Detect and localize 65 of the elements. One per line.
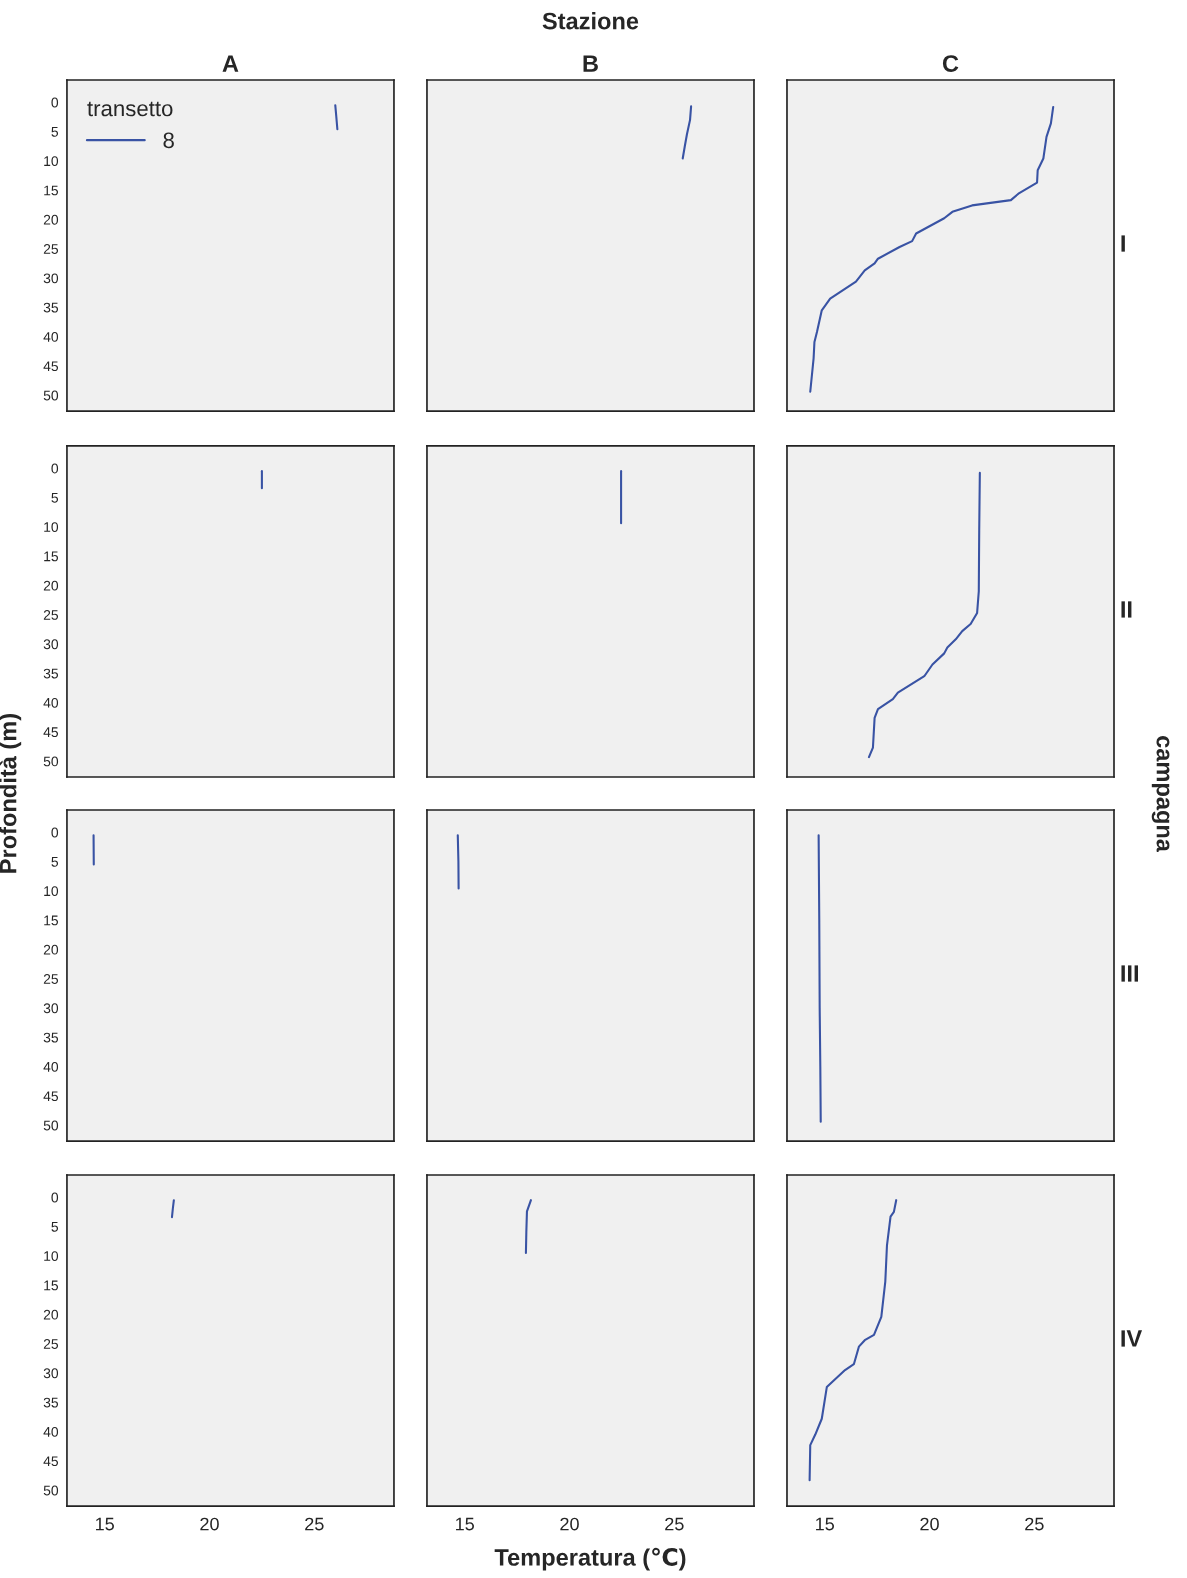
y-tick-label: 5 xyxy=(51,127,59,137)
y-tick-label: 25 xyxy=(43,244,59,254)
y-tick-label: 25 xyxy=(43,1339,59,1349)
chart-title: C xyxy=(942,55,959,72)
x-tick-label: 20 xyxy=(560,1517,579,1531)
y-tick-label: 10 xyxy=(44,886,59,897)
y-tick-label: 20 xyxy=(43,1309,59,1320)
y-tick-label: 35 xyxy=(43,1397,59,1408)
y-tick-label: 30 xyxy=(43,1368,59,1379)
y-tick-label: 45 xyxy=(43,361,59,372)
x-tick-label: 25 xyxy=(305,1517,324,1531)
x-axis-title: Temperatura (℃) xyxy=(494,1547,686,1571)
text: Stazione xyxy=(542,12,639,30)
x-tick-label: 25 xyxy=(1025,1517,1044,1531)
y-tick-label: 35 xyxy=(43,1032,59,1043)
y-tick-label: 30 xyxy=(43,639,59,650)
chart-title: B xyxy=(583,55,598,72)
y-tick-label: 0 xyxy=(51,463,59,474)
text: IV xyxy=(1121,1330,1143,1347)
y-tick-label: 45 xyxy=(43,1456,59,1467)
y-tick-label: 45 xyxy=(43,727,59,738)
y-tick-label: 25 xyxy=(43,610,59,620)
y-tick-label: 40 xyxy=(43,1426,59,1437)
y-tick-label: 10 xyxy=(44,1251,59,1262)
y-tick-label: 50 xyxy=(43,756,59,767)
y-tick-label: 25 xyxy=(43,974,59,984)
x-tick-label: 25 xyxy=(665,1517,684,1531)
x-tick-label: 20 xyxy=(920,1517,939,1531)
y-tick-label: 20 xyxy=(43,580,59,591)
y-tick-label: 30 xyxy=(43,273,59,284)
y-tick-label: 10 xyxy=(44,156,59,167)
y-tick-label: 45 xyxy=(43,1091,59,1102)
y-tick-label: 15 xyxy=(44,1280,59,1291)
y-tick-label: 40 xyxy=(43,1061,59,1072)
y-tick-label: 40 xyxy=(43,697,59,708)
y-tick-label: 35 xyxy=(43,668,59,679)
x-tick-label: 15 xyxy=(816,1517,834,1531)
y-tick-label: 40 xyxy=(43,331,59,342)
y-tick-label: 50 xyxy=(43,1120,59,1131)
y-tick-label: 0 xyxy=(51,97,59,108)
y-tick-label: 5 xyxy=(51,492,59,503)
y-tick-label: 50 xyxy=(43,1485,59,1496)
y-tick-label: 15 xyxy=(44,915,59,926)
y-tick-label: 20 xyxy=(43,944,59,955)
x-tick-label: 15 xyxy=(96,1517,114,1531)
y-tick-label: 20 xyxy=(43,214,59,225)
y-tick-label: 30 xyxy=(43,1003,59,1014)
y-tick-label: 15 xyxy=(44,551,59,562)
y-tick-label: 10 xyxy=(44,522,59,532)
x-tick-label: 20 xyxy=(200,1517,219,1531)
text: campagna xyxy=(1151,736,1170,853)
y-tick-label: 50 xyxy=(43,390,59,401)
chart-title: A xyxy=(222,55,239,72)
x-tick-label: 15 xyxy=(456,1517,474,1531)
y-tick-label: 15 xyxy=(44,185,59,196)
y-tick-label: 5 xyxy=(51,1222,59,1232)
y-tick-label: 0 xyxy=(51,1192,59,1203)
text: I xyxy=(1121,235,1125,252)
legend-title: transetto xyxy=(87,101,173,117)
y-tick-label: 5 xyxy=(51,857,59,867)
text: III xyxy=(1121,965,1138,982)
legend-label: 8 xyxy=(163,132,174,149)
y-tick-label: 0 xyxy=(51,827,59,838)
text: II xyxy=(1121,601,1132,618)
y-tick-label: 35 xyxy=(43,302,59,313)
